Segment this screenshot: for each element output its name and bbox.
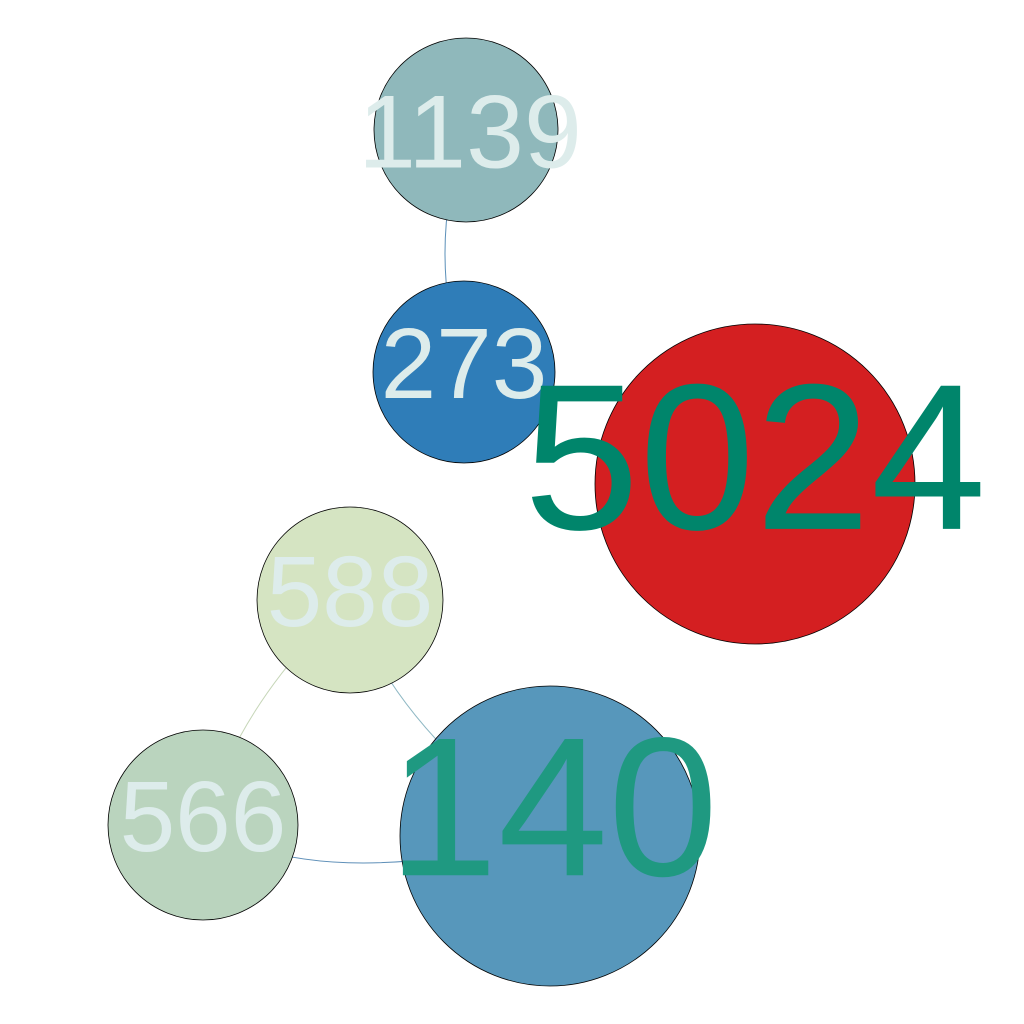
node-1139[interactable] — [373, 37, 559, 223]
node-label-140: 140 — [388, 696, 718, 917]
node-273[interactable] — [372, 280, 556, 464]
node-566[interactable] — [107, 729, 299, 921]
node-label-1139: 1139 — [358, 74, 582, 190]
node-label-566: 566 — [120, 761, 287, 873]
node-label-588: 588 — [267, 536, 434, 648]
node-140[interactable] — [399, 685, 701, 987]
node-label-273: 273 — [381, 308, 548, 420]
node-588[interactable] — [256, 506, 444, 694]
node-label-5024: 5024 — [524, 342, 987, 574]
node-5024[interactable] — [594, 323, 916, 645]
